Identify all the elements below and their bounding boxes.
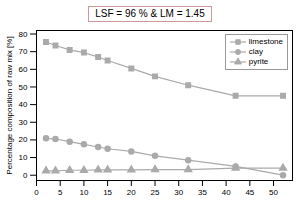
svg-text:70: 70 bbox=[19, 47, 28, 56]
html-text:LSF = 96 % & LM = 1.45: LSF = 96 % & LM = 1.45 bbox=[95, 8, 205, 19]
svg-text:30: 30 bbox=[19, 118, 28, 127]
html-text:limestone: limestone bbox=[248, 37, 283, 46]
svg-text:10: 10 bbox=[19, 153, 28, 162]
svg-text:10: 10 bbox=[79, 188, 88, 197]
svg-text:25: 25 bbox=[151, 188, 160, 197]
svg-text:20: 20 bbox=[19, 135, 28, 144]
svg-text:20: 20 bbox=[127, 188, 136, 197]
svg-text:50: 50 bbox=[269, 188, 278, 197]
html-text:pyrite: pyrite bbox=[248, 57, 269, 66]
svg-text:0: 0 bbox=[34, 188, 39, 197]
svg-text:15: 15 bbox=[103, 188, 112, 197]
svg-text:40: 40 bbox=[19, 100, 28, 109]
svg-text:60: 60 bbox=[19, 65, 28, 74]
html-text:clay: clay bbox=[248, 47, 263, 56]
svg-text:0: 0 bbox=[23, 171, 28, 180]
svg-text:Percentage composition of raw: Percentage composition of raw mix [%] bbox=[5, 36, 14, 174]
svg-text:45: 45 bbox=[245, 188, 254, 197]
svg-text:80: 80 bbox=[19, 30, 28, 39]
svg-text:5: 5 bbox=[58, 188, 63, 197]
svg-text:35: 35 bbox=[198, 188, 207, 197]
svg-text:30: 30 bbox=[174, 188, 183, 197]
svg-text:50: 50 bbox=[19, 83, 28, 92]
svg-text:40: 40 bbox=[222, 188, 231, 197]
